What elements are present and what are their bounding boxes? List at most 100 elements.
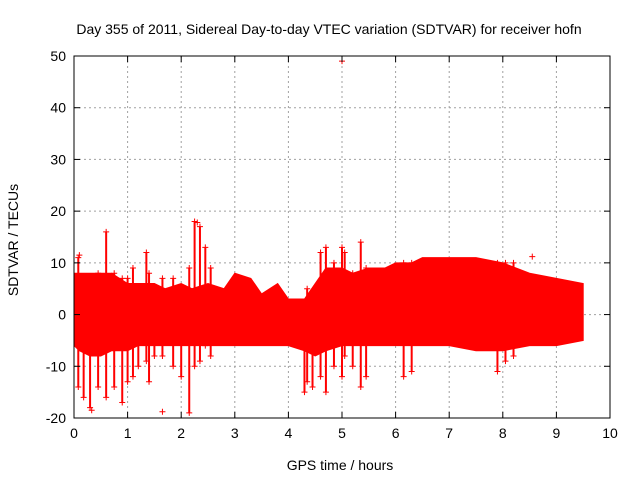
x-tick-label: 7 [445,425,453,441]
y-tick-label: 40 [50,100,66,116]
spike-bottom-marker [309,383,316,390]
spike-bottom-marker [494,368,501,375]
spike-bottom-marker [322,389,329,396]
spike-bottom-marker [159,352,166,359]
spike-bottom-marker [103,394,110,401]
spike-bottom-marker [304,378,311,385]
spike-bottom-marker [349,363,356,370]
y-tick-label: 30 [50,151,66,167]
spike-top-marker [75,254,82,261]
outlier-point [194,219,201,226]
spike-top-marker [151,285,158,292]
spike-top-marker [322,244,329,251]
spike-bottom-marker [317,373,324,380]
spike-bottom-marker [111,383,118,390]
spike-top-marker [186,265,193,272]
outlier-point [76,252,83,259]
y-tick-label: 0 [58,307,66,323]
spike-bottom-marker [119,399,126,406]
spike-bottom-marker [186,409,193,416]
spike-top-marker [317,249,324,256]
spike-bottom-marker [124,378,131,385]
spike-top-marker [146,270,153,277]
spike-bottom-marker [151,352,158,359]
spike-top-marker [400,259,407,266]
y-tick-label: 10 [50,255,66,271]
x-tick-label: 0 [70,425,78,441]
x-tick-label: 6 [392,425,400,441]
y-tick-label: -20 [46,410,66,426]
spike-bottom-marker [341,352,348,359]
spike-bottom-marker [178,373,185,380]
chart-title: Day 355 of 2011, Sidereal Day-to-day VTE… [76,21,581,37]
spike-bottom-marker [202,342,209,349]
spike-top-marker [309,296,316,303]
data-layer [73,58,584,416]
spike-top-marker [207,265,214,272]
spike-top-marker [178,285,185,292]
spike-bottom-marker [80,394,87,401]
spike-bottom-marker [330,363,337,370]
spike-bottom-marker [301,389,308,396]
spike-bottom-marker [170,363,177,370]
spike-top-marker [510,259,517,266]
spike-top-marker [143,249,150,256]
outlier-point [159,408,166,415]
data-band [73,257,584,357]
spike-top-marker [170,275,177,282]
x-tick-label: 4 [285,425,293,441]
y-axis-label: SDTVAR / TECUs [5,184,21,296]
spike-top-marker [494,259,501,266]
spike-top-marker [330,259,337,266]
spike-top-marker [87,275,94,282]
y-tick-label: 20 [50,203,66,219]
spike-top-marker [191,218,198,225]
spike-top-marker [80,275,87,282]
spike-bottom-marker [135,363,142,370]
spike-bottom-marker [95,383,102,390]
spike-bottom-marker [400,373,407,380]
spike-top-marker [119,275,126,282]
spike-bottom-marker [339,373,345,380]
spike-bottom-marker [129,373,136,380]
spike-top-marker [124,275,131,282]
spike-top-marker [129,265,136,272]
spike-top-marker [357,239,364,246]
spike-top-marker [95,270,102,277]
y-tick-label: 50 [50,48,66,64]
spike-bottom-marker [191,363,198,370]
spike-top-marker [502,259,509,266]
spike-bottom-marker [146,378,153,385]
axis-ticks: 0 1 2 3 4 5 6 7 8 9 10 -20 -10 0 10 20 30 40 50 [46,48,618,441]
spike-top-marker [103,228,110,235]
spike-bottom-marker [357,383,364,390]
spike-bottom-marker [502,358,509,365]
x-tick-label: 2 [177,425,185,441]
x-tick-label: 8 [499,425,507,441]
x-tick-label: 9 [553,425,561,441]
spike-bottom-marker [196,358,203,365]
outlier-point [529,253,536,260]
x-tick-label: 1 [124,425,132,441]
spike-top-marker [408,259,415,266]
spike-top-marker [135,285,142,292]
spike-bottom-marker [75,383,82,390]
spike-bottom-marker [408,368,415,375]
x-tick-label: 10 [602,425,618,441]
x-tick-label: 5 [338,425,346,441]
y-tick-label: -10 [46,358,66,374]
spike-top-marker [111,270,118,277]
x-axis-label: GPS time / hours [287,457,394,473]
spike-top-marker [341,249,348,256]
spike-bottom-marker [510,352,517,359]
outlier-point [88,407,95,414]
spike-top-marker [304,285,311,292]
spike-top-marker [196,223,203,230]
spike-top-marker [349,270,356,277]
spike-top-marker [159,275,166,282]
spike-bottom-marker [363,373,370,380]
x-tick-label: 3 [231,425,239,441]
spike-top-marker [339,244,345,251]
spike-bottom-marker [207,352,214,359]
